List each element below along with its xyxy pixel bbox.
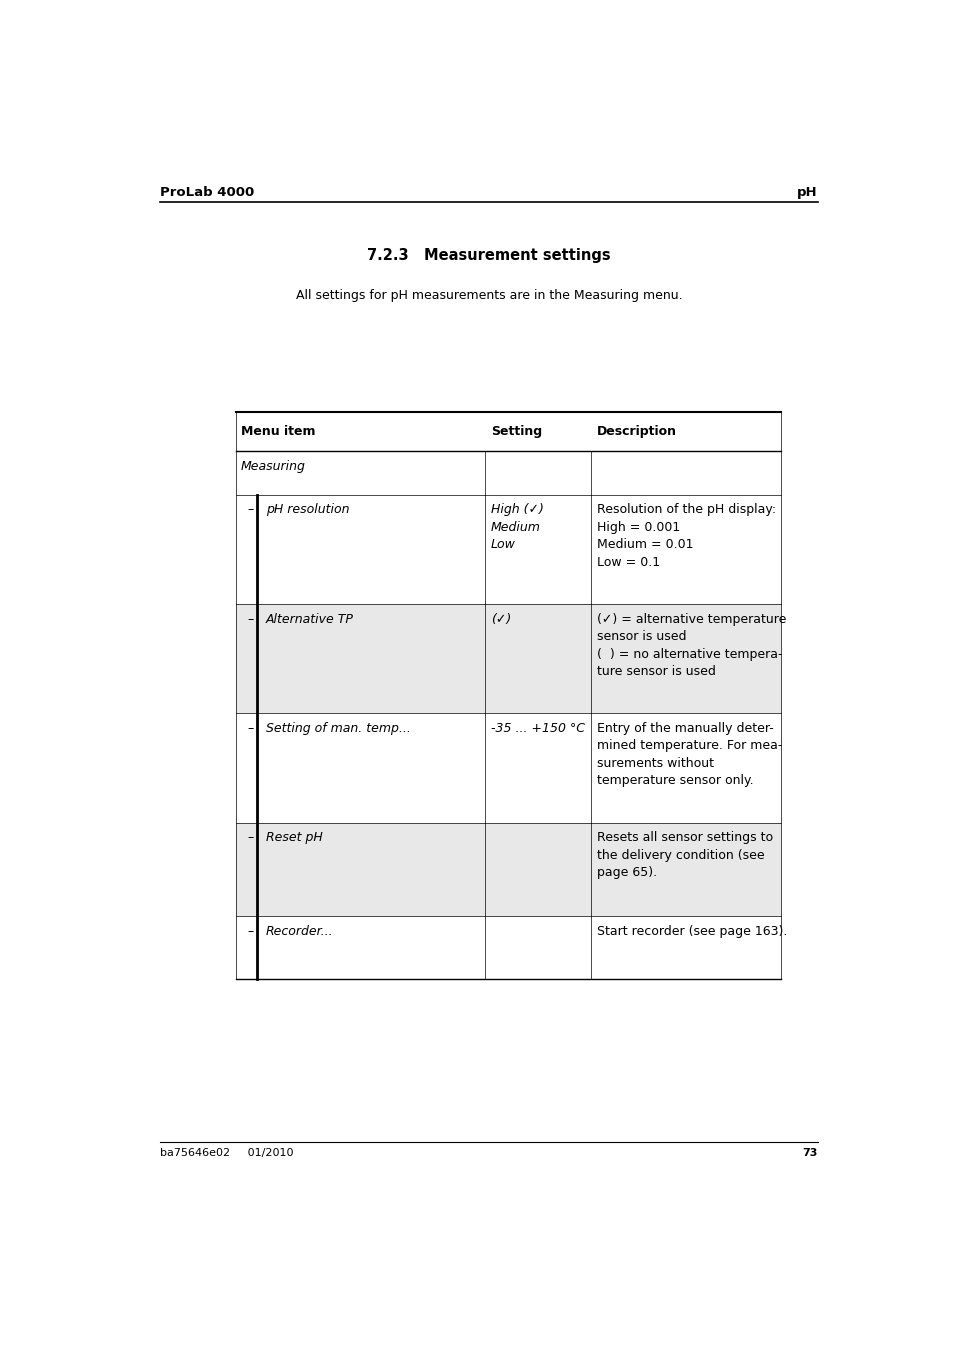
Text: High (✓)
Medium
Low: High (✓) Medium Low	[491, 504, 543, 551]
Text: Resolution of the pH display:
High = 0.001
Medium = 0.01
Low = 0.1: Resolution of the pH display: High = 0.0…	[597, 504, 775, 569]
Text: –: –	[248, 504, 253, 516]
Text: Recorder...: Recorder...	[265, 924, 333, 938]
Bar	[235, 494, 781, 604]
Text: 73: 73	[801, 1148, 817, 1158]
Bar	[235, 713, 781, 823]
Text: pH resolution: pH resolution	[265, 504, 349, 516]
Bar	[235, 916, 781, 978]
Text: –: –	[248, 924, 253, 938]
Text: 7.2.3   Measurement settings: 7.2.3 Measurement settings	[367, 249, 610, 263]
Text: Setting: Setting	[491, 426, 541, 438]
Text: (✓) = alternative temperature
sensor is used
(  ) = no alternative tempera-
ture: (✓) = alternative temperature sensor is …	[597, 612, 785, 678]
Bar	[235, 823, 781, 916]
Text: Reset pH: Reset pH	[265, 831, 322, 844]
Text: Setting of man. temp...: Setting of man. temp...	[265, 721, 410, 735]
Text: Menu item: Menu item	[240, 426, 314, 438]
Text: –: –	[248, 831, 253, 844]
Text: ba75646e02     01/2010: ba75646e02 01/2010	[160, 1148, 294, 1158]
Text: -35 ... +150 °C: -35 ... +150 °C	[491, 721, 584, 735]
Text: pH: pH	[797, 185, 817, 199]
Bar	[235, 604, 781, 713]
Text: Start recorder (see page 163).: Start recorder (see page 163).	[597, 924, 786, 938]
Text: Entry of the manually deter-
mined temperature. For mea-
surements without
tempe: Entry of the manually deter- mined tempe…	[597, 721, 781, 788]
Text: (✓): (✓)	[491, 612, 511, 626]
Text: ProLab 4000: ProLab 4000	[160, 185, 253, 199]
Bar	[235, 451, 781, 494]
Text: –: –	[248, 721, 253, 735]
Text: –: –	[248, 612, 253, 626]
Text: Description: Description	[597, 426, 677, 438]
Text: Measuring: Measuring	[240, 459, 305, 473]
Text: Resets all sensor settings to
the delivery condition (see
page 65).: Resets all sensor settings to the delive…	[597, 831, 772, 880]
Bar	[235, 412, 781, 451]
Text: All settings for pH measurements are in the Measuring menu.: All settings for pH measurements are in …	[295, 289, 681, 301]
Text: Alternative TP: Alternative TP	[265, 612, 354, 626]
